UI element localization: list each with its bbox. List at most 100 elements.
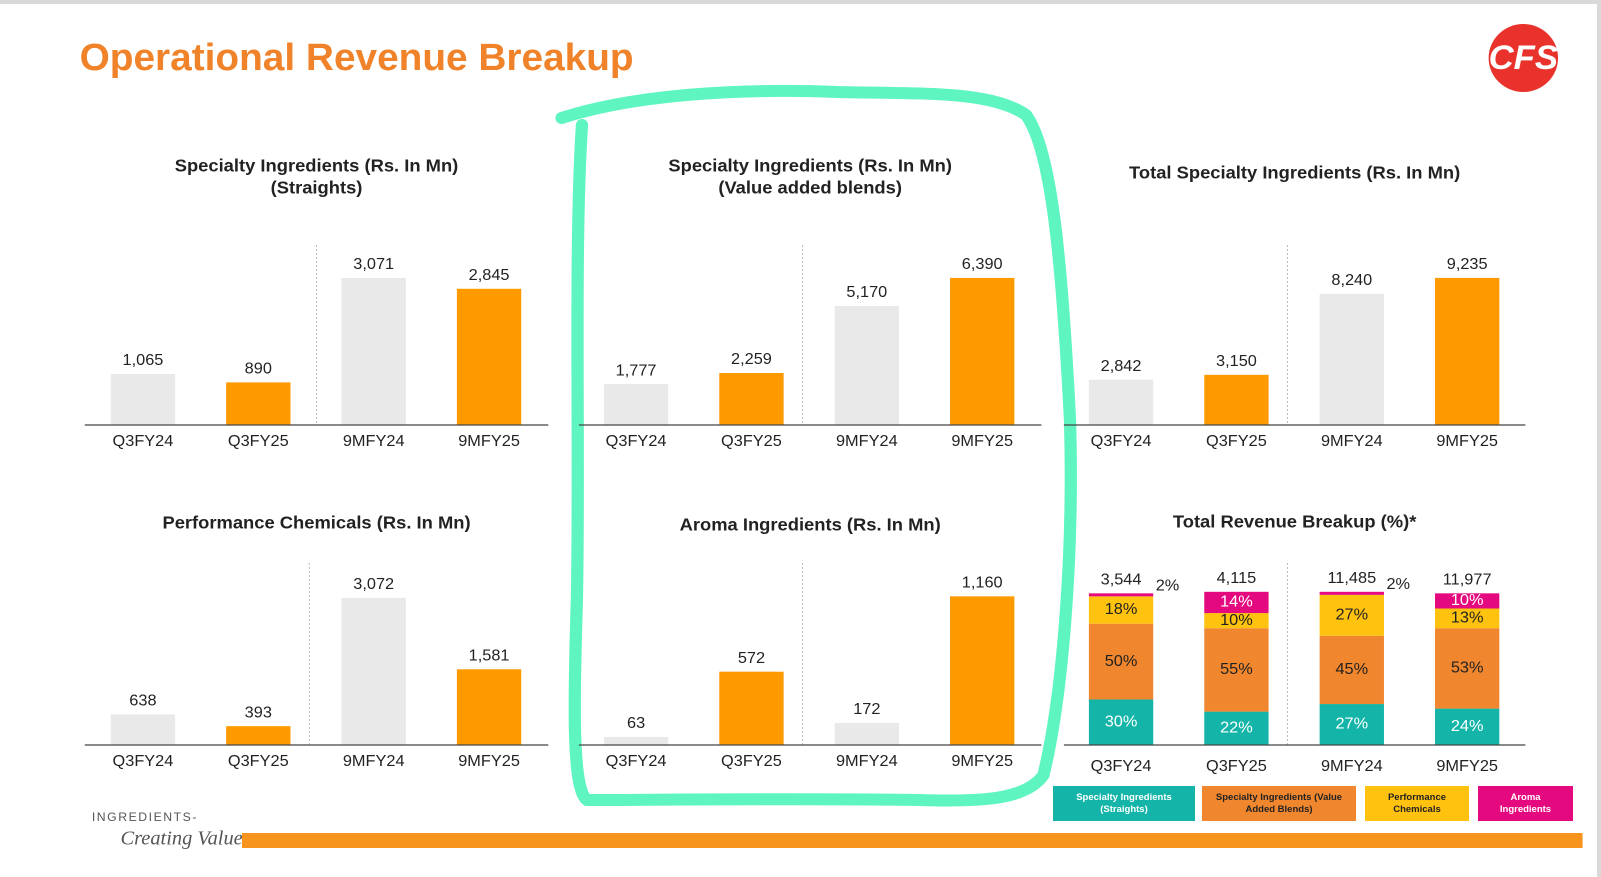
segment-label: 50% xyxy=(1105,652,1138,670)
value-label: 2,842 xyxy=(1101,357,1142,375)
value-label: 3,071 xyxy=(353,255,394,273)
bar-segment xyxy=(1319,704,1384,745)
bar xyxy=(226,726,291,745)
segment-label: 10% xyxy=(1220,611,1253,629)
bar-segment xyxy=(1204,613,1269,629)
x-tick-label: 9MFY24 xyxy=(1321,757,1383,775)
x-tick-label: Q3FY24 xyxy=(113,432,174,450)
x-tick-label: 9MFY25 xyxy=(458,752,520,770)
bar xyxy=(456,288,522,425)
segment-label: 27% xyxy=(1335,606,1368,624)
bar-segment xyxy=(1088,593,1154,597)
x-tick-label: Q3FY24 xyxy=(1091,757,1152,775)
bar xyxy=(950,277,1015,425)
legend-entry: Performance Chemicals xyxy=(1365,786,1469,821)
value-label: 1,160 xyxy=(962,574,1003,592)
bar-segment xyxy=(1088,596,1154,624)
total-label: 11,485 xyxy=(1327,569,1376,587)
bar xyxy=(1435,277,1500,425)
bar-segment xyxy=(1435,628,1500,709)
x-tick-label: 9MFY25 xyxy=(1436,757,1498,775)
chart-title: Performance Chemicals (Rs. In Mn) xyxy=(162,513,470,533)
x-tick-label: Q3FY24 xyxy=(113,752,174,770)
bar-segment xyxy=(1088,699,1154,745)
value-label: 2,845 xyxy=(469,266,510,284)
bar-segment xyxy=(1435,608,1500,629)
x-tick-label: Q3FY25 xyxy=(1206,432,1267,450)
segment-label: 22% xyxy=(1220,719,1253,737)
bar xyxy=(603,736,669,745)
bar xyxy=(341,277,406,425)
chart-title: Specialty Ingredients (Rs. In Mn) xyxy=(668,156,952,176)
x-tick-label: Q3FY24 xyxy=(1091,432,1152,450)
value-label: 1,065 xyxy=(123,351,164,369)
value-label: 890 xyxy=(245,360,272,378)
value-label: 2,259 xyxy=(731,350,772,368)
x-tick-label: Q3FY25 xyxy=(228,752,289,770)
footer-tagline: INGREDIENTS- xyxy=(92,810,198,824)
bar-segment xyxy=(1435,708,1500,745)
bar xyxy=(456,669,522,745)
x-tick-label: 9MFY25 xyxy=(951,432,1013,450)
x-tick-label: 9MFY24 xyxy=(1321,432,1383,450)
x-tick-label: Q3FY25 xyxy=(721,432,782,450)
x-tick-label: 9MFY24 xyxy=(836,432,898,450)
legend-entry: Specialty Ingredients (Straights) xyxy=(1053,786,1195,821)
segment-label: 13% xyxy=(1451,609,1484,627)
segment-label: 55% xyxy=(1220,660,1253,678)
legend-entry: Aroma Ingredients xyxy=(1478,786,1573,821)
segment-label: 18% xyxy=(1105,600,1138,618)
top-border xyxy=(0,0,1601,4)
segment-label: 14% xyxy=(1220,593,1253,611)
segment-label: 53% xyxy=(1451,659,1484,677)
bar-segment xyxy=(1319,594,1384,636)
footer-bar xyxy=(241,833,1583,848)
bar xyxy=(603,384,669,425)
value-label: 8,240 xyxy=(1331,271,1372,289)
chart-title: Specialty Ingredients (Rs. In Mn) xyxy=(175,156,459,176)
bar-segment xyxy=(1204,628,1269,712)
bar xyxy=(341,597,406,745)
x-tick-label: Q3FY24 xyxy=(606,432,667,450)
bar-segment xyxy=(1088,623,1154,700)
segment-label: 30% xyxy=(1105,713,1138,731)
chart-title: Aroma Ingredients (Rs. In Mn) xyxy=(680,515,941,535)
bar xyxy=(950,596,1015,745)
logo: CFS xyxy=(1489,39,1558,77)
total-label: 11,977 xyxy=(1443,571,1492,589)
chart-subtitle: (Value added blends) xyxy=(718,178,902,198)
value-label: 393 xyxy=(245,704,272,722)
bar-segment xyxy=(1435,593,1500,609)
chart-subtitle: (Straights) xyxy=(271,178,363,198)
bar xyxy=(1319,293,1384,425)
x-tick-label: Q3FY25 xyxy=(228,432,289,450)
value-label: 3,150 xyxy=(1216,352,1257,370)
bar-segment xyxy=(1204,591,1269,614)
value-label: 5,170 xyxy=(846,283,887,301)
bar-segment xyxy=(1319,635,1384,705)
content: Operational Revenue Breakup CFS INGREDIE… xyxy=(80,24,1583,850)
segment-label: 2% xyxy=(1386,575,1410,593)
bar xyxy=(226,382,291,425)
segment-label: 10% xyxy=(1451,591,1484,609)
value-label: 1,581 xyxy=(469,647,510,665)
bar xyxy=(719,373,784,425)
footer-script: Creating Value xyxy=(120,828,242,850)
bar xyxy=(110,714,176,745)
chart-title: Total Specialty Ingredients (Rs. In Mn) xyxy=(1129,163,1460,183)
x-tick-label: 9MFY25 xyxy=(1436,432,1498,450)
slide-title: Operational Revenue Breakup xyxy=(80,36,634,79)
legend-entry: Specialty Ingredients (Value Added Blend… xyxy=(1202,786,1356,821)
x-tick-label: Q3FY24 xyxy=(606,752,667,770)
x-tick-label: 9MFY24 xyxy=(343,432,405,450)
x-tick-label: 9MFY24 xyxy=(343,752,405,770)
bar-segment xyxy=(1204,711,1269,745)
value-label: 3,072 xyxy=(353,575,394,593)
bar xyxy=(834,305,899,425)
value-label: 638 xyxy=(129,692,156,710)
bar xyxy=(110,374,176,425)
value-label: 172 xyxy=(853,700,880,718)
segment-label: 24% xyxy=(1451,717,1484,735)
